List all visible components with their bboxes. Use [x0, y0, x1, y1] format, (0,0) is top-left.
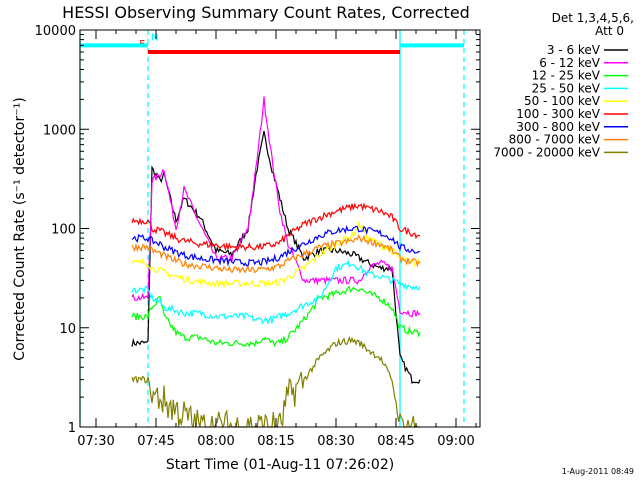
x-tick-label-1: 07:45	[137, 434, 174, 449]
ticks-layer: 07:30 07:45 08:00 08:15 08:30 08:45 09:00 1 10 10…	[35, 24, 480, 449]
chart-title: HESSI Observing Summary Count Rates, Cor…	[62, 3, 470, 22]
legend-label-4: 50 - 100 keV	[524, 94, 601, 108]
legend-label-6: 300 - 800 keV	[516, 120, 600, 134]
series-line-2	[131, 285, 421, 348]
legend-label-8: 7000 - 20000 keV	[493, 145, 600, 159]
series-line-1	[131, 96, 421, 318]
x-tick-label-5: 08:45	[377, 434, 414, 449]
series-line-6	[131, 224, 421, 268]
plot-frame	[79, 29, 481, 428]
y-axis-label: Corrected Count Rate (s⁻¹ detector⁻¹)	[12, 97, 28, 360]
series-line-7	[131, 234, 421, 274]
series-line-4	[131, 220, 421, 289]
x-tick-label-3: 08:15	[257, 434, 294, 449]
x-tick-label-0: 07:30	[77, 434, 114, 449]
x-tick-label-6: 09:00	[437, 434, 474, 449]
x-axis-label: Start Time (01-Aug-11 07:26:02)	[166, 457, 394, 473]
flag-label-1: N	[151, 32, 158, 43]
legend-label-1: 6 - 12 keV	[539, 56, 601, 70]
legend-header-line1: Det 1,3,4,5,6,	[552, 11, 634, 25]
series-line-3	[131, 259, 421, 325]
legend-label-7: 800 - 7000 keV	[509, 133, 601, 147]
footer-date: 1-Aug-2011 08:49	[562, 467, 634, 476]
y-tick-label-4: 10000	[35, 24, 76, 39]
x-tick-label-4: 08:30	[317, 434, 354, 449]
legend-label-3: 25 - 50 keV	[532, 81, 601, 95]
series-line-5	[131, 202, 421, 253]
legend-label-0: 3 - 6 keV	[547, 43, 601, 57]
legend-label-2: 12 - 25 keV	[532, 69, 601, 83]
legend-header-line2: Att 0	[595, 24, 624, 38]
y-tick-label-2: 100	[51, 223, 76, 238]
y-tick-label-0: 1	[68, 421, 76, 436]
series-line-8	[131, 335, 420, 429]
plot-layer: FN	[79, 30, 465, 429]
legend-label-5: 100 - 300 keV	[516, 107, 600, 121]
x-tick-label-2: 08:00	[197, 434, 234, 449]
y-tick-label-3: 1000	[43, 123, 76, 138]
y-tick-label-1: 10	[59, 322, 76, 337]
